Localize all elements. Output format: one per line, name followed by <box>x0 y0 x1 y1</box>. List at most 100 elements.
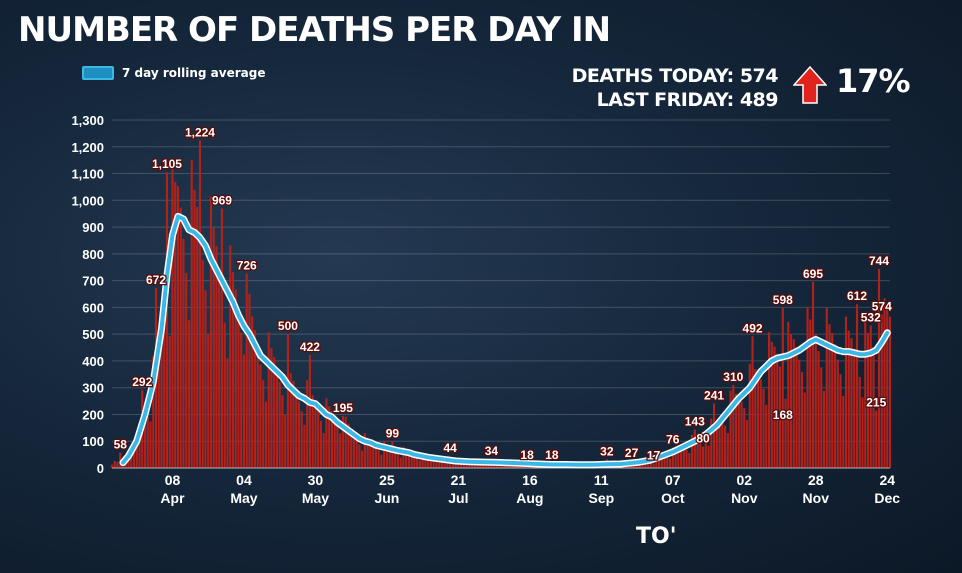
daily-bar <box>644 461 647 468</box>
daily-bar <box>773 346 776 468</box>
daily-bar <box>410 453 413 468</box>
y-tick-label: 300 <box>82 381 104 396</box>
daily-bar <box>872 346 875 468</box>
y-tick-label: 900 <box>82 220 104 235</box>
daily-bar <box>784 398 787 468</box>
y-tick-label: 100 <box>82 434 104 449</box>
daily-bar <box>822 390 826 468</box>
daily-bar <box>251 316 254 468</box>
daily-bar <box>803 392 806 468</box>
daily-bar <box>888 316 892 468</box>
daily-bar <box>187 320 191 468</box>
data-label: 168 <box>773 408 793 422</box>
daily-bar <box>883 298 886 468</box>
data-label: 574 <box>872 299 892 313</box>
daily-bar <box>325 398 328 468</box>
daily-bar <box>198 140 202 469</box>
x-tick-month: Nov <box>731 490 758 506</box>
x-tick-day: 02 <box>737 472 753 488</box>
daily-bar <box>844 316 848 468</box>
daily-bar <box>226 358 229 468</box>
daily-bar <box>679 447 683 468</box>
daily-bar <box>174 182 177 468</box>
daily-bar <box>770 341 773 468</box>
daily-bar <box>190 160 193 468</box>
daily-bar <box>718 419 721 468</box>
daily-bar <box>363 433 366 468</box>
daily-bar <box>273 357 276 468</box>
data-label: 32 <box>600 444 614 458</box>
data-label: 80 <box>696 432 710 446</box>
daily-bar <box>806 307 809 468</box>
daily-bar <box>295 390 298 468</box>
daily-bar <box>138 428 141 468</box>
daily-bar <box>322 433 325 468</box>
legend-label: 7 day rolling average <box>122 66 266 80</box>
daily-bar <box>723 425 727 468</box>
daily-bar <box>344 416 347 468</box>
daily-bar <box>110 464 114 468</box>
daily-bar <box>361 450 364 468</box>
daily-bar <box>196 207 199 468</box>
daily-bar <box>476 464 479 468</box>
daily-bar <box>396 454 399 468</box>
legend-swatch-icon <box>82 66 114 80</box>
daily-bar <box>421 452 424 468</box>
data-label: 143 <box>685 415 705 429</box>
daily-bar <box>737 395 740 468</box>
data-label: 310 <box>723 370 743 384</box>
y-tick-label: 1,200 <box>71 140 104 155</box>
daily-bar <box>759 379 762 468</box>
daily-bar <box>319 420 323 468</box>
daily-bar <box>877 268 881 468</box>
daily-bar <box>800 372 804 468</box>
daily-bar <box>267 332 270 468</box>
daily-bar <box>116 461 119 468</box>
daily-bar <box>163 315 166 468</box>
daily-bar <box>220 208 224 469</box>
daily-bar <box>201 259 204 468</box>
daily-bar <box>457 463 460 468</box>
up-arrow-icon <box>793 66 827 104</box>
y-tick-label: 200 <box>82 407 104 422</box>
daily-bar <box>875 410 878 468</box>
rolling-average-line <box>121 214 890 467</box>
daily-bar <box>413 455 416 468</box>
daily-bar <box>833 344 837 468</box>
daily-bar <box>113 461 116 468</box>
daily-bar <box>858 376 861 468</box>
data-label: 744 <box>869 254 889 268</box>
daily-bar <box>135 436 138 468</box>
daily-bar <box>647 462 650 468</box>
daily-bar <box>204 290 207 468</box>
daily-bar <box>383 441 386 468</box>
daily-bar <box>424 454 427 468</box>
daily-bar <box>218 267 221 468</box>
y-tick-label: 700 <box>82 274 104 289</box>
daily-bar <box>427 456 430 468</box>
daily-bar <box>820 367 823 468</box>
daily-bar <box>795 346 798 468</box>
x-tick-day: 21 <box>451 472 467 488</box>
daily-bar <box>663 455 666 468</box>
daily-bar <box>377 450 380 468</box>
daily-bar <box>308 355 312 468</box>
daily-bar <box>278 381 281 468</box>
daily-bar <box>745 419 749 468</box>
daily-bar <box>432 458 435 468</box>
daily-bar <box>853 348 856 468</box>
x-tick-day: 30 <box>308 472 324 488</box>
change-percentage: 17% <box>836 62 911 100</box>
daily-bar <box>314 401 317 468</box>
daily-bar <box>130 457 133 468</box>
daily-bar <box>671 447 674 468</box>
daily-bar <box>666 456 669 468</box>
daily-bar <box>435 460 438 468</box>
daily-bar <box>798 359 801 468</box>
daily-bar <box>734 393 738 468</box>
daily-bar <box>732 385 735 468</box>
x-tick-day: 08 <box>165 472 181 488</box>
data-label: 27 <box>625 446 639 460</box>
daily-bar <box>869 325 872 468</box>
daily-bar <box>817 351 820 468</box>
